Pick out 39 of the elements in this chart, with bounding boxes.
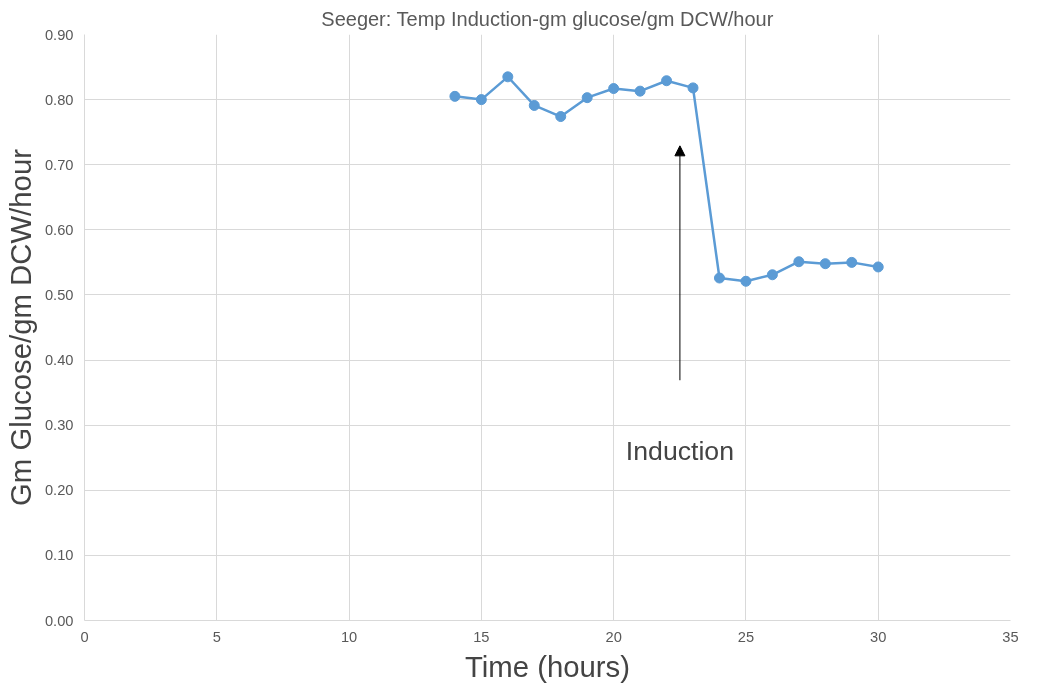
point [872, 261, 884, 273]
x-tick-label: 25 [737, 628, 755, 645]
x-tick-label: 15 [473, 628, 490, 645]
x-tick-label: 0 [80, 628, 89, 645]
point [819, 258, 831, 270]
point [608, 83, 620, 95]
point [740, 275, 752, 287]
y-tick-label: 0.10 [44, 547, 74, 564]
point [555, 111, 567, 123]
point [713, 272, 725, 284]
point [502, 71, 514, 83]
x-tick-label: 5 [212, 628, 221, 645]
point [581, 92, 593, 104]
point [449, 90, 461, 102]
y-tick-label: 0.40 [44, 352, 74, 369]
y-tick-label: 0.90 [44, 26, 74, 43]
x-tick-label: 30 [870, 628, 887, 645]
y-tick-label: 0.60 [44, 221, 74, 238]
y-tick-label: 0.80 [44, 91, 74, 108]
point [661, 75, 673, 87]
x-tick-label: 35 [1002, 628, 1019, 645]
point [793, 256, 805, 268]
y-tick-label: 0.70 [44, 156, 74, 173]
point [475, 94, 487, 106]
point [687, 82, 699, 94]
point [528, 99, 540, 111]
point [846, 256, 858, 268]
y-tick-label: 0.00 [44, 612, 74, 629]
point [634, 85, 646, 97]
x-axis-title: Time (hours) [464, 649, 631, 683]
y-axis-title: Gm Glucose/gm DCW/hour [3, 148, 37, 506]
y-tick-label: 0.50 [44, 286, 74, 303]
y-tick-label: 0.30 [44, 417, 74, 434]
chart-title: Seeger: Temp Induction-gm glucose/gm DCW/hour [321, 7, 774, 30]
point [766, 269, 778, 281]
x-tick-label: 20 [605, 628, 622, 645]
y-tick-label: 0.20 [44, 482, 74, 499]
annotation: Induction [625, 435, 735, 466]
x-tick-label: 10 [340, 628, 358, 645]
